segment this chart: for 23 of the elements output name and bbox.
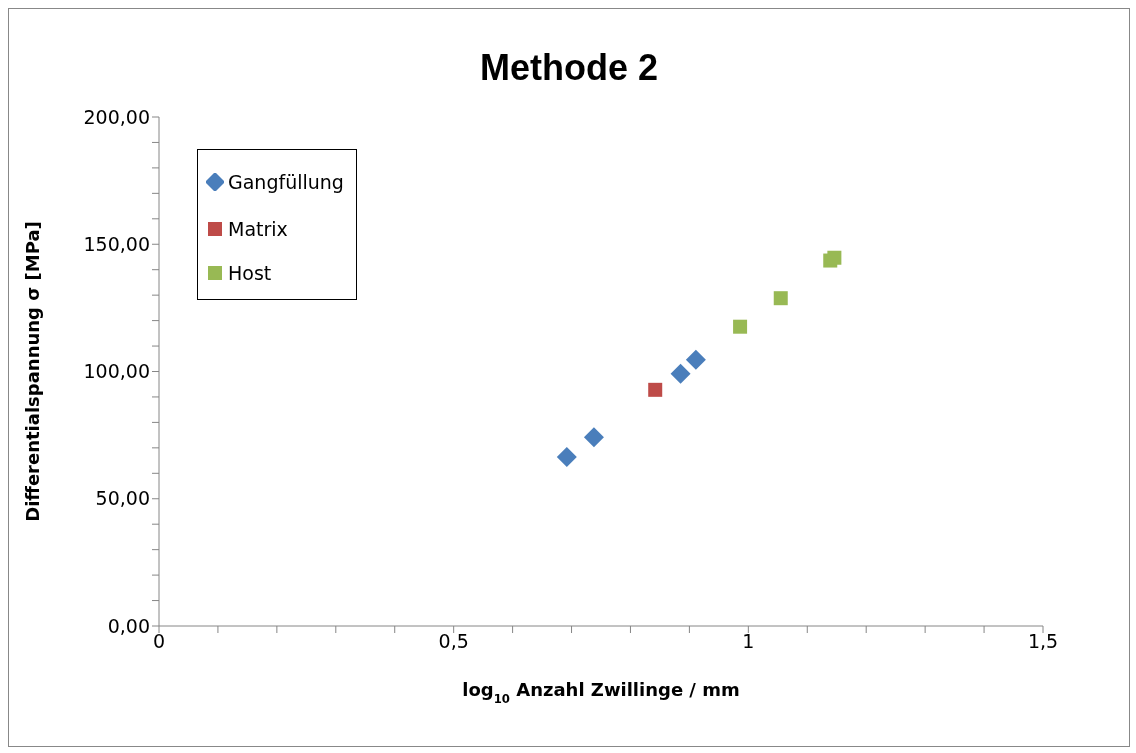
chart-title: Methode 2 — [479, 47, 659, 89]
point — [685, 349, 706, 370]
point — [556, 447, 577, 468]
point — [733, 319, 748, 334]
x-tick-label: 0 — [152, 630, 166, 653]
point — [827, 250, 842, 265]
point — [773, 291, 788, 306]
y-tick-label: 150,00 — [83, 232, 150, 255]
x-tick-label: 1 — [742, 630, 755, 653]
x-tick-label: 0,5 — [438, 630, 469, 653]
y-tick-label: 50,00 — [95, 487, 150, 510]
y-tick-label: 100,00 — [83, 360, 150, 383]
legend-label: Host — [228, 261, 272, 284]
x-axis-title: log$_{10}$ Anzahl Zwillinge / mm — [462, 679, 740, 706]
legend-label: Matrix — [228, 217, 288, 240]
y-axis-title: Differentialspannung σ [MPa] — [22, 221, 43, 522]
y-tick-label: 0,00 — [107, 614, 150, 637]
x-tick-label: 1,5 — [1027, 630, 1059, 653]
point — [670, 363, 691, 384]
legend-label: Gangfüllung — [228, 170, 344, 193]
point — [583, 427, 604, 448]
point — [648, 382, 663, 397]
y-tick-label: 200,00 — [83, 105, 150, 128]
